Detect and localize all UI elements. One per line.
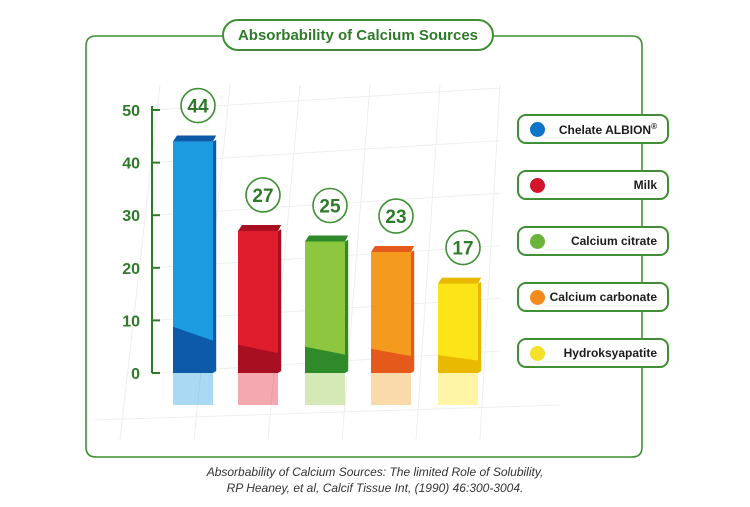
data-label-text: 17 xyxy=(452,239,473,260)
bar-reflection xyxy=(438,373,478,405)
data-label-text: 27 xyxy=(252,186,273,207)
registered-mark: ® xyxy=(651,122,657,131)
data-labels: 44 27 25 23 17 xyxy=(180,87,481,266)
bar-side xyxy=(278,229,282,373)
data-label-17: 17 xyxy=(445,229,481,266)
bar-reflection xyxy=(173,373,213,405)
y-tick-label: 20 xyxy=(122,261,140,278)
legend-label: Chelate ALBION® xyxy=(558,122,657,137)
legend-item-hydroksyapatite: Hydroksyapatite xyxy=(517,338,669,368)
bar-calcium-carbonate xyxy=(371,246,415,405)
legend-swatch-blue xyxy=(530,122,545,137)
data-label-27: 27 xyxy=(245,177,281,213)
bar-chelate-albion xyxy=(173,135,217,405)
legend-swatch-yellow xyxy=(530,346,545,361)
legend-swatch-red xyxy=(530,178,545,193)
bar-milk xyxy=(238,224,282,405)
bar-shadow xyxy=(305,346,345,373)
legend-label: Hydroksyapatite xyxy=(563,346,657,360)
legend-swatch-orange xyxy=(530,290,545,305)
bar-hydroksyapatite xyxy=(438,277,482,405)
bar-shadow xyxy=(371,348,411,373)
y-tick-label: 10 xyxy=(122,313,140,330)
bar-top xyxy=(305,235,349,242)
grid-line-vertical xyxy=(119,84,161,441)
data-label-circle xyxy=(378,198,414,234)
grid-line-vertical xyxy=(341,84,371,441)
grid-line-vertical xyxy=(267,84,301,441)
bar-shadow xyxy=(238,344,278,373)
bar-side xyxy=(411,250,415,373)
citation-line-1: Absorbability of Calcium Sources: The li… xyxy=(206,465,544,479)
bar-top xyxy=(371,246,415,253)
grid-line-vertical xyxy=(479,84,501,441)
bar-top xyxy=(438,277,482,284)
bar-reflection xyxy=(238,373,278,405)
grid-line-floor xyxy=(94,404,561,421)
data-label-text: 25 xyxy=(319,197,341,218)
legend-item-calcium-carbonate: Calcium carbonate xyxy=(517,282,669,312)
data-label-text: 44 xyxy=(187,97,209,118)
bar-shadow xyxy=(438,355,478,373)
legend-swatch-green xyxy=(530,234,545,249)
bars xyxy=(173,135,482,405)
data-label-25: 25 xyxy=(312,187,348,224)
bar-side xyxy=(478,281,482,373)
y-axis: 0 10 20 30 40 50 xyxy=(122,103,160,383)
data-label-44: 44 xyxy=(180,87,216,124)
bar-shadow xyxy=(173,326,213,373)
y-tick-label: 30 xyxy=(122,208,140,225)
data-label-circle xyxy=(245,177,281,213)
data-label-23: 23 xyxy=(378,198,414,234)
data-label-circle xyxy=(180,87,216,124)
legend-item-milk: Milk xyxy=(517,170,669,200)
y-tick-label: 40 xyxy=(122,156,140,173)
chart-frame xyxy=(85,35,643,458)
bar-side xyxy=(345,239,349,373)
chart-title: Absorbability of Calcium Sources xyxy=(222,19,494,51)
bar-reflection xyxy=(371,373,411,405)
bar-top xyxy=(238,224,282,231)
y-tick-label: 50 xyxy=(122,103,140,120)
legend-label: Calcium citrate xyxy=(570,234,657,248)
grid-line-vertical xyxy=(415,84,441,441)
data-label-circle xyxy=(445,229,481,266)
legend-label: Calcium carbonate xyxy=(549,290,657,304)
citation-line-2: RP Heaney, et al, Calcif Tissue Int, (19… xyxy=(226,481,524,495)
bar-reflection xyxy=(305,373,345,405)
data-label-text: 23 xyxy=(385,207,406,228)
legend-item-chelate-albion: Chelate ALBION® xyxy=(517,114,669,144)
legend-label: Milk xyxy=(633,178,657,192)
data-label-circle xyxy=(312,187,348,224)
bar-side xyxy=(213,139,217,373)
bar-calcium-citrate xyxy=(305,235,349,405)
legend-item-calcium-citrate: Calcium citrate xyxy=(517,226,669,256)
y-tick-label: 0 xyxy=(131,366,140,383)
bar-top xyxy=(173,135,217,142)
